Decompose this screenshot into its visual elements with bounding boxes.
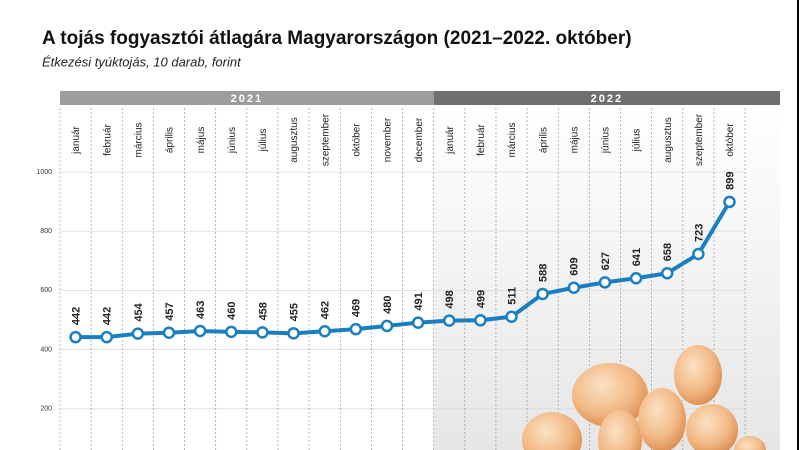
value-label: 609: [569, 257, 581, 275]
x-tick-label: február: [476, 123, 487, 155]
y-tick-label: 1000: [36, 169, 52, 176]
eggs-illustration: [522, 345, 766, 450]
x-tick-label: június: [601, 127, 612, 154]
data-point: [505, 310, 518, 323]
x-tick-label: július: [258, 129, 269, 153]
value-label: 442: [102, 307, 114, 325]
x-tick-label: augusztus: [663, 117, 674, 163]
value-label: 480: [382, 296, 394, 314]
value-label: 588: [538, 264, 550, 282]
data-point: [256, 326, 269, 339]
x-tick-label: április: [538, 127, 549, 153]
y-tick-label: 200: [40, 406, 52, 413]
data-point: [131, 327, 145, 340]
year-label: 2022: [591, 93, 623, 105]
x-tick-label: augusztus: [289, 117, 300, 163]
y-tick-label: 800: [40, 228, 52, 235]
value-label: 899: [724, 172, 736, 190]
value-label: 491: [413, 292, 425, 310]
data-point: [443, 314, 456, 327]
x-tick-label: május: [569, 127, 580, 154]
data-point: [69, 330, 82, 344]
value-label: 658: [662, 243, 674, 261]
value-label: 641: [631, 248, 643, 266]
value-label: 469: [351, 299, 363, 317]
x-tick-label: július: [632, 129, 643, 153]
data-line: [75, 200, 732, 340]
x-tick-label: május: [196, 127, 207, 154]
data-point: [660, 266, 674, 280]
x-tick-label: március: [507, 122, 518, 157]
x-tick-label: február: [102, 123, 113, 155]
data-point: [411, 316, 425, 329]
value-label: 457: [164, 302, 176, 320]
x-tick-label: szeptember: [320, 113, 331, 166]
value-label: 454: [133, 302, 145, 321]
x-tick-label: március: [133, 122, 144, 157]
data-point: [380, 319, 394, 333]
year-band: [433, 91, 780, 105]
x-tick-label: október: [351, 123, 362, 157]
data-point: [723, 195, 736, 209]
y-tick-label: 400: [40, 346, 52, 353]
x-tick-label: október: [725, 123, 736, 157]
value-label: 455: [288, 303, 300, 321]
x-tick-label: január: [445, 125, 456, 154]
x-tick-label: november: [383, 117, 394, 162]
data-point: [692, 247, 705, 261]
data-point: [193, 324, 207, 338]
value-label: 499: [475, 290, 487, 308]
value-label: 498: [444, 290, 456, 308]
x-tick-label: december: [414, 117, 425, 162]
data-point: [567, 281, 581, 294]
data-point: [162, 326, 176, 339]
x-tick-label: április: [165, 127, 176, 153]
chart-title: A tojás fogyasztói átlagára Magyarország…: [42, 28, 632, 49]
chart-subtitle: Étkezési tyúktojás, 10 darab, forint: [42, 54, 242, 69]
value-label: 511: [506, 287, 518, 305]
data-point: [629, 272, 643, 285]
data-point: [287, 327, 300, 340]
data-point: [598, 276, 612, 289]
data-point: [536, 287, 549, 301]
x-tick-label: szeptember: [694, 113, 705, 166]
data-point: [100, 330, 113, 344]
value-label: 627: [600, 252, 612, 270]
x-tick-label: június: [227, 127, 238, 154]
data-point: [349, 322, 363, 336]
x-tick-label: január: [71, 125, 82, 154]
value-label: 442: [70, 307, 82, 325]
data-point: [474, 314, 487, 327]
value-label: 458: [257, 302, 269, 320]
data-point: [225, 325, 238, 339]
data-point: [318, 324, 331, 338]
value-label: 463: [195, 301, 207, 319]
year-label: 2021: [231, 93, 263, 105]
value-label: 460: [226, 301, 238, 319]
y-tick-label: 600: [40, 287, 52, 294]
year-band: [60, 91, 434, 105]
value-label: 462: [320, 301, 332, 319]
value-label: 723: [693, 224, 705, 242]
